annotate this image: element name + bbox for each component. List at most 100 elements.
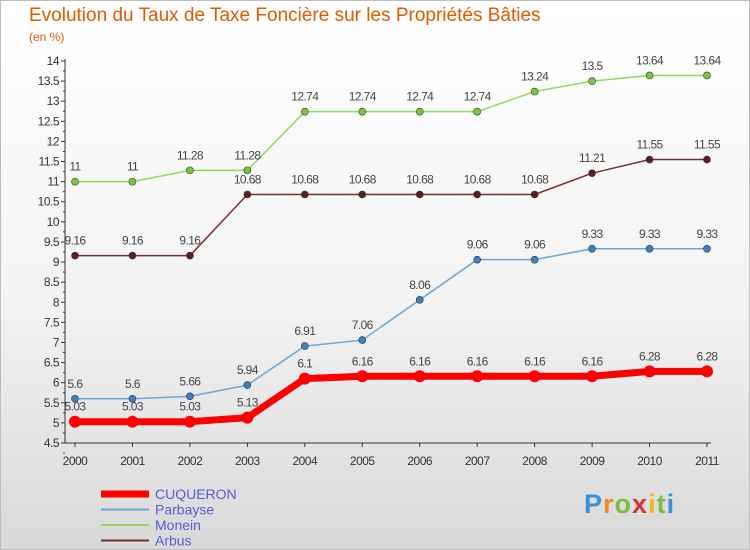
- data-label-monein: 13.24: [521, 70, 549, 84]
- data-point-monein: [186, 166, 194, 175]
- series-line-parbayse: [74, 248, 708, 400]
- y-tick-label: 13: [47, 94, 60, 108]
- legend-label-cuqueron: CUQUERON: [155, 486, 237, 502]
- y-tick-label: 14: [47, 54, 60, 68]
- data-label-cuqueron: 6.16: [467, 354, 489, 368]
- y-tick-label: 6: [53, 376, 60, 390]
- data-point-monein: [358, 107, 367, 116]
- data-point-arbus: [530, 190, 539, 199]
- data-label-parbayse: 6.91: [294, 324, 316, 338]
- data-label-parbayse: 5.6: [68, 377, 84, 391]
- data-point-cuqueron: [298, 372, 311, 385]
- data-label-cuqueron: 5.03: [179, 400, 201, 414]
- data-point-monein: [530, 87, 539, 96]
- data-label-arbus: 10.68: [291, 172, 319, 186]
- y-tick-label: 11: [48, 175, 60, 189]
- y-tick-label: 5.5: [44, 396, 60, 410]
- data-label-arbus: 11.55: [636, 138, 663, 152]
- data-point-parbayse: [301, 342, 309, 350]
- x-tick-label: 2007: [465, 454, 491, 468]
- data-label-parbayse: 9.06: [467, 238, 489, 252]
- data-label-cuqueron: 5.13: [237, 396, 259, 410]
- data-point-parbayse: [71, 394, 79, 403]
- data-label-parbayse: 9.33: [582, 227, 604, 241]
- data-point-cuqueron: [356, 370, 369, 383]
- data-label-parbayse: 8.06: [409, 278, 431, 292]
- data-label-arbus: 10.68: [234, 172, 262, 186]
- x-tick-label: 2002: [178, 454, 204, 468]
- y-tick-label: 10: [47, 215, 60, 229]
- data-point-parbayse: [588, 244, 596, 253]
- data-label-parbayse: 9.33: [697, 227, 719, 241]
- data-point-parbayse: [128, 394, 137, 403]
- data-label-cuqueron: 6.28: [639, 349, 661, 363]
- data-label-monein: 12.74: [291, 90, 319, 104]
- x-tick-label: 2003: [235, 454, 261, 468]
- y-tick-label: 8: [53, 295, 60, 309]
- y-tick-label: 9.5: [44, 235, 60, 249]
- data-point-arbus: [415, 190, 424, 199]
- x-tick-label: 2009: [580, 454, 606, 468]
- data-point-cuqueron: [643, 365, 656, 378]
- data-label-arbus: 9.16: [179, 234, 201, 248]
- y-tick-label: 5: [53, 416, 60, 430]
- data-label-monein: 13.64: [636, 53, 664, 67]
- data-point-cuqueron: [69, 415, 81, 428]
- data-point-monein: [301, 107, 309, 116]
- series-line-cuqueron: [71, 367, 711, 426]
- y-tick-label: 11.5: [39, 155, 60, 169]
- x-tick-label: 2004: [292, 454, 318, 468]
- proxiti-logo: Proxiti: [584, 489, 675, 520]
- data-point-parbayse: [473, 255, 481, 264]
- data-label-monein: 13.5: [582, 59, 604, 73]
- data-point-parbayse: [530, 255, 539, 264]
- data-point-arbus: [71, 251, 79, 260]
- chart-subtitle: (en %): [29, 30, 65, 44]
- data-label-arbus: 9.16: [65, 234, 87, 248]
- data-point-arbus: [703, 155, 711, 164]
- data-label-arbus: 11.21: [579, 151, 606, 165]
- data-label-arbus: 10.68: [406, 172, 434, 186]
- data-point-cuqueron: [528, 370, 541, 383]
- data-point-cuqueron: [471, 370, 484, 383]
- logo-letter: x: [632, 489, 649, 519]
- y-tick-label: 9: [53, 255, 60, 269]
- data-point-cuqueron: [126, 415, 139, 428]
- data-point-parbayse: [645, 244, 654, 253]
- data-point-parbayse: [703, 244, 711, 253]
- series-line-arbus: [74, 158, 708, 257]
- x-tick-label: 2011: [695, 454, 720, 468]
- data-point-cuqueron: [183, 415, 196, 428]
- data-point-arbus: [128, 251, 137, 260]
- x-tick-label: 2006: [407, 454, 433, 468]
- x-tick-label: 2005: [350, 454, 376, 468]
- data-point-monein: [473, 107, 481, 116]
- data-point-parbayse: [415, 296, 424, 304]
- data-label-monein: 11: [69, 160, 81, 174]
- y-tick-label: 12: [47, 134, 60, 148]
- data-point-parbayse: [243, 381, 252, 389]
- data-label-monein: 12.74: [464, 90, 492, 104]
- data-label-arbus: 11.55: [694, 138, 721, 152]
- x-tick-label: 2010: [637, 454, 663, 468]
- data-label-parbayse: 9.33: [639, 227, 661, 241]
- data-point-monein: [645, 71, 654, 80]
- series-line-monein: [74, 74, 708, 183]
- data-label-cuqueron: 6.28: [697, 349, 719, 363]
- x-tick-label: 2008: [522, 454, 548, 468]
- data-label-cuqueron: 5.03: [65, 400, 87, 414]
- data-point-monein: [415, 107, 424, 116]
- legend-label-parbayse: Parbayse: [155, 502, 214, 518]
- data-label-parbayse: 5.94: [237, 363, 259, 377]
- y-tick-label: 6.5: [44, 356, 60, 370]
- data-label-arbus: 10.68: [464, 172, 492, 186]
- data-label-parbayse: 7.06: [352, 318, 374, 332]
- y-tick-label: 12.5: [38, 114, 60, 128]
- data-point-cuqueron: [241, 411, 254, 424]
- data-point-parbayse: [358, 336, 367, 344]
- data-label-monein: 13.64: [693, 53, 721, 67]
- x-tick-label: 2001: [120, 454, 146, 468]
- data-point-arbus: [358, 190, 367, 199]
